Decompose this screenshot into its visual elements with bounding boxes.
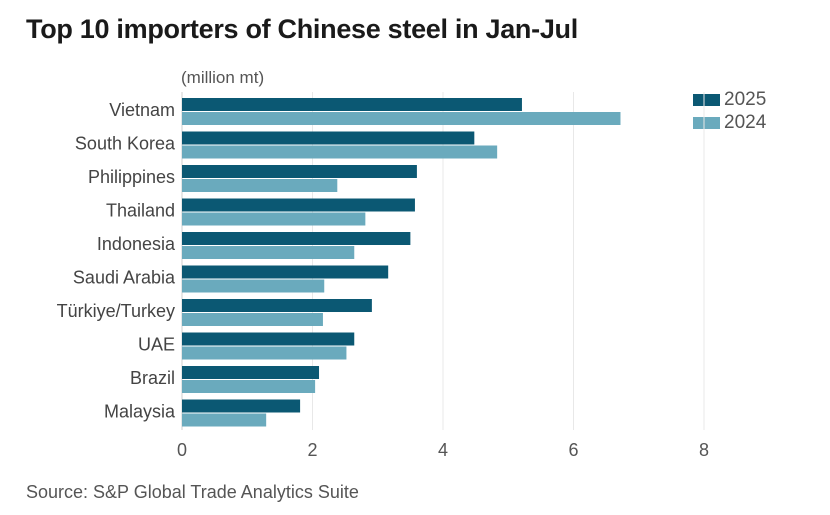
bar-saudi-arabia-2025 bbox=[182, 265, 389, 279]
bar-brazil-2024 bbox=[182, 380, 316, 393]
legend-item-2025: 2025 bbox=[693, 88, 766, 111]
bar-indonesia-2025 bbox=[182, 232, 411, 245]
bar-philippines-2025 bbox=[182, 165, 417, 178]
bar-t-rkiye-turkey-2025 bbox=[182, 299, 372, 312]
bar-vietnam-2024 bbox=[182, 112, 621, 125]
category-label-t-rkiye-turkey: Türkiye/Turkey bbox=[57, 301, 175, 321]
bar-uae-2025 bbox=[182, 332, 355, 346]
bar-vietnam-2025 bbox=[182, 98, 522, 111]
bar-south-korea-2025 bbox=[182, 131, 475, 145]
category-label-saudi-arabia: Saudi Arabia bbox=[73, 268, 176, 288]
legend: 2025 2024 bbox=[693, 88, 766, 134]
legend-label-2025: 2025 bbox=[724, 88, 767, 110]
category-label-uae: UAE bbox=[138, 335, 175, 355]
x-tick-label: 6 bbox=[568, 440, 578, 460]
bar-thailand-2024 bbox=[182, 212, 366, 226]
category-label-malaysia: Malaysia bbox=[104, 402, 176, 422]
legend-item-2024: 2024 bbox=[693, 111, 766, 134]
bar-saudi-arabia-2024 bbox=[182, 279, 325, 293]
category-label-philippines: Philippines bbox=[88, 167, 175, 187]
unit-label: (million mt) bbox=[181, 68, 265, 87]
bar-uae-2024 bbox=[182, 346, 347, 360]
bar-malaysia-2024 bbox=[182, 413, 267, 427]
legend-label-2024: 2024 bbox=[724, 111, 767, 133]
x-tick-label: 0 bbox=[177, 440, 187, 460]
chart-title: Top 10 importers of Chinese steel in Jan… bbox=[26, 14, 578, 44]
bar-indonesia-2024 bbox=[182, 246, 355, 259]
bar-south-korea-2024 bbox=[182, 145, 498, 159]
legend-swatch-2025 bbox=[693, 93, 720, 106]
source-note: Source: S&P Global Trade Analytics Suite bbox=[26, 482, 359, 502]
legend-swatch-2024 bbox=[693, 116, 720, 129]
bar-thailand-2025 bbox=[182, 198, 415, 212]
bar-t-rkiye-turkey-2024 bbox=[182, 313, 323, 326]
x-tick-label: 8 bbox=[699, 440, 709, 460]
bar-brazil-2025 bbox=[182, 366, 320, 379]
category-label-indonesia: Indonesia bbox=[97, 234, 176, 254]
category-label-brazil: Brazil bbox=[130, 368, 175, 388]
category-label-south-korea: South Korea bbox=[75, 134, 176, 154]
category-label-thailand: Thailand bbox=[106, 201, 175, 221]
x-tick-label: 4 bbox=[438, 440, 448, 460]
category-label-vietnam: Vietnam bbox=[109, 100, 175, 120]
x-tick-label: 2 bbox=[307, 440, 317, 460]
bar-malaysia-2025 bbox=[182, 399, 301, 413]
bar-philippines-2024 bbox=[182, 179, 338, 192]
